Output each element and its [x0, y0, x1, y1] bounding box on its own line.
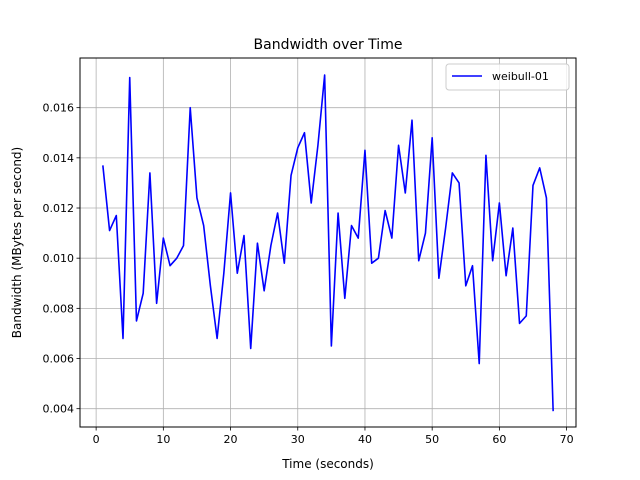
y-tick-label: 0.014	[43, 152, 75, 165]
legend-label: weibull-01	[492, 70, 549, 83]
y-axis-label: Bandwidth (MBytes per second)	[10, 147, 24, 338]
x-tick-label: 60	[492, 433, 506, 446]
x-axis-label: Time (seconds)	[281, 457, 374, 471]
grid	[80, 58, 576, 427]
chart-title: Bandwidth over Time	[254, 37, 403, 53]
x-tick-label: 70	[560, 433, 574, 446]
x-tick-label: 10	[156, 433, 170, 446]
series-line-weibull-01	[102, 74, 554, 412]
series-layer	[102, 74, 554, 412]
legend-box	[445, 63, 570, 91]
y-tick-label: 0.004	[43, 403, 75, 416]
y-tick-label: 0.012	[43, 202, 75, 215]
y-tick-label: 0.006	[43, 353, 75, 366]
legend: weibull-01	[445, 63, 570, 91]
x-tick-label: 50	[425, 433, 439, 446]
x-tick-label: 0	[93, 433, 100, 446]
ticks: 0 10 20 30 40 50 60 70 0.004 0.006 0.008 0.010 0.012…	[43, 102, 574, 446]
y-tick-label: 0.008	[43, 302, 75, 315]
y-tick-label: 0.010	[43, 252, 75, 265]
y-tick-label: 0.016	[43, 102, 75, 115]
x-tick-label: 30	[291, 433, 305, 446]
plot-frame	[79, 57, 577, 428]
x-tick-label: 20	[224, 433, 238, 446]
x-tick-label: 40	[358, 433, 372, 446]
